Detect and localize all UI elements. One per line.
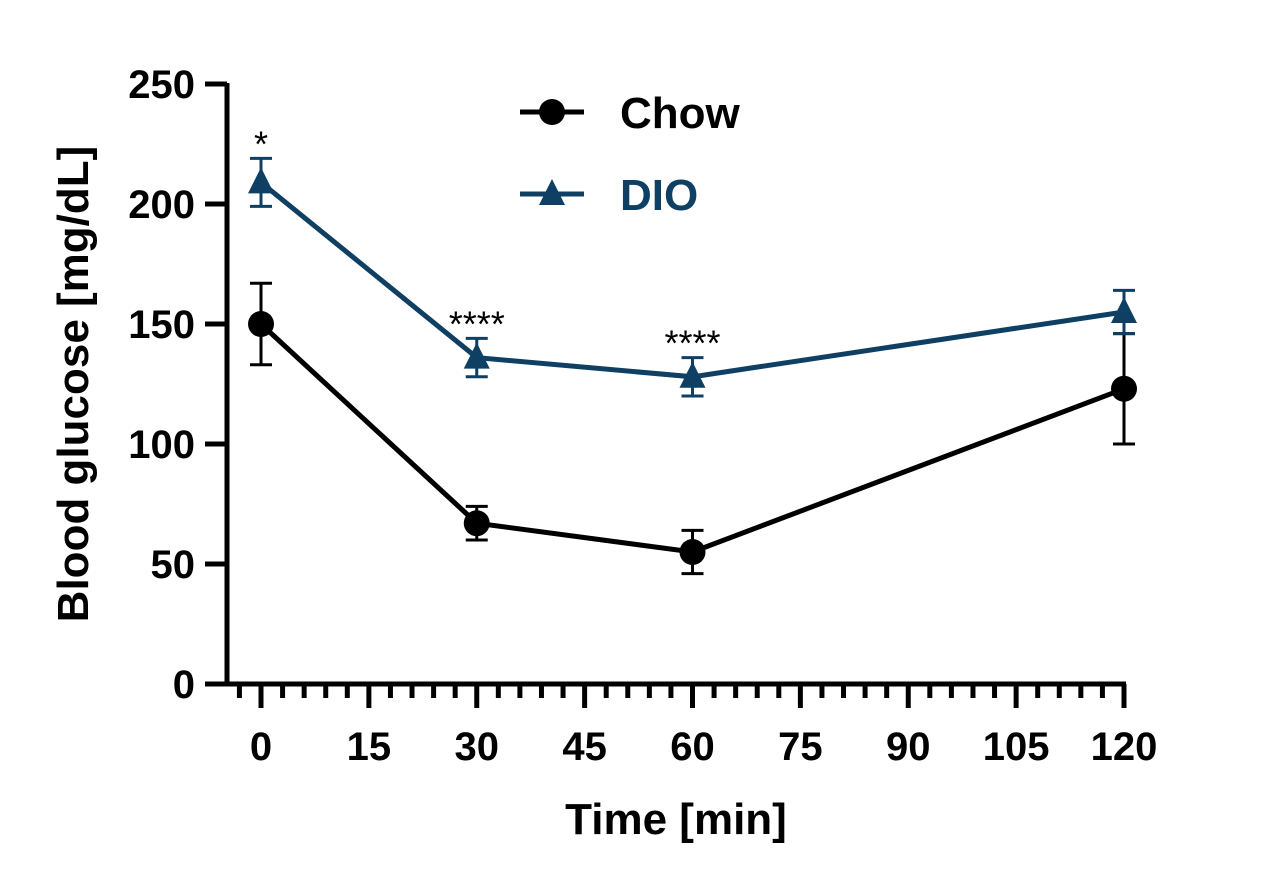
significance-label: * [254,123,268,164]
data-point [248,311,274,337]
x-tick-label: 15 [347,725,392,769]
data-point [679,539,706,565]
x-tick-label: 0 [250,725,272,769]
legend-item-dio: DIO [520,171,698,220]
x-axis-label: Time [min] [565,795,787,844]
series-line [259,322,1125,555]
legend-label: DIO [620,171,698,220]
data-point [248,167,274,194]
y-tick-label: 0 [173,663,195,707]
series-chow [248,281,1137,576]
data-point [679,361,706,388]
significance-label: **** [449,303,505,344]
legend-marker [539,99,565,125]
y-tick-label: 100 [128,423,195,467]
y-tick-label: 150 [128,303,195,347]
data-point [1111,297,1137,323]
legend: Chow DIO [520,89,741,220]
data-point [463,510,490,537]
data-point [463,342,490,369]
x-tick-label: 105 [983,725,1050,769]
significance-label: **** [664,323,720,364]
y-axis-label: Blood glucose [mg/dL] [49,146,98,623]
y-tick-label: 250 [128,63,195,107]
legend-marker [539,179,565,205]
x-tick-label: 45 [562,725,607,769]
legend-item-chow: Chow [520,89,741,138]
x-tick-label: 30 [455,725,500,769]
legend-label: Chow [620,89,741,138]
series-dio [248,156,1137,398]
annotations: ***** **** [254,123,721,363]
x-tick-label: 120 [1091,725,1158,769]
x-tick-label: 90 [886,725,931,769]
axes: 0 50 100 150 200 250 0 15 30 45 60 75 90 105 120 [128,63,1157,769]
x-tick-label: 75 [778,725,823,769]
x-tick-label: 60 [670,725,715,769]
series-line [259,180,1125,380]
series-layer [248,156,1137,576]
data-point [1111,375,1137,402]
y-tick-label: 50 [151,543,196,587]
y-tick-label: 200 [128,183,195,227]
